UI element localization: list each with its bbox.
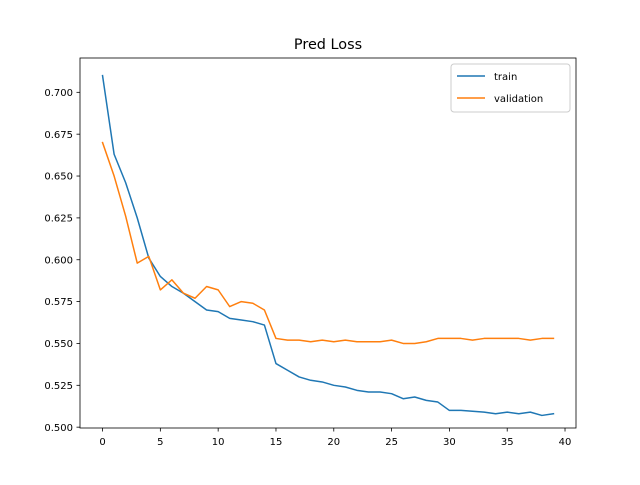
x-tick-label: 5 [157, 437, 163, 448]
y-tick-label: 0.500 [44, 423, 73, 434]
x-tick-label: 35 [501, 437, 514, 448]
y-tick-label: 0.700 [44, 88, 73, 99]
x-tick-label: 10 [212, 437, 225, 448]
legend-label-validation: validation [494, 94, 543, 105]
legend-label-train: train [494, 72, 517, 83]
x-axis-ticks: 0 5 10 15 20 25 30 35 40 [99, 428, 571, 448]
y-tick-label: 0.675 [44, 130, 73, 141]
y-tick-label: 0.600 [44, 255, 73, 266]
y-tick-label: 0.575 [44, 297, 73, 308]
x-tick-label: 0 [99, 437, 105, 448]
y-tick-label: 0.650 [44, 172, 73, 183]
x-tick-label: 20 [327, 437, 340, 448]
y-tick-label: 0.550 [44, 339, 73, 350]
axes-frame [79, 57, 577, 429]
series-line-train [101, 74, 555, 417]
y-tick-label: 0.525 [44, 381, 73, 392]
series-line-validation [101, 141, 555, 345]
x-tick-label: 30 [443, 437, 456, 448]
chart-title: Pred Loss [294, 37, 362, 53]
x-tick-label: 15 [270, 437, 283, 448]
y-tick-label: 0.625 [44, 213, 73, 224]
legend: train validation [450, 63, 571, 113]
x-tick-label: 40 [559, 437, 572, 448]
series-layer [101, 74, 555, 417]
y-axis-ticks: 0.500 0.525 0.550 0.575 0.600 0.625 0.650 0.675… [44, 88, 80, 434]
x-tick-label: 25 [385, 437, 398, 448]
